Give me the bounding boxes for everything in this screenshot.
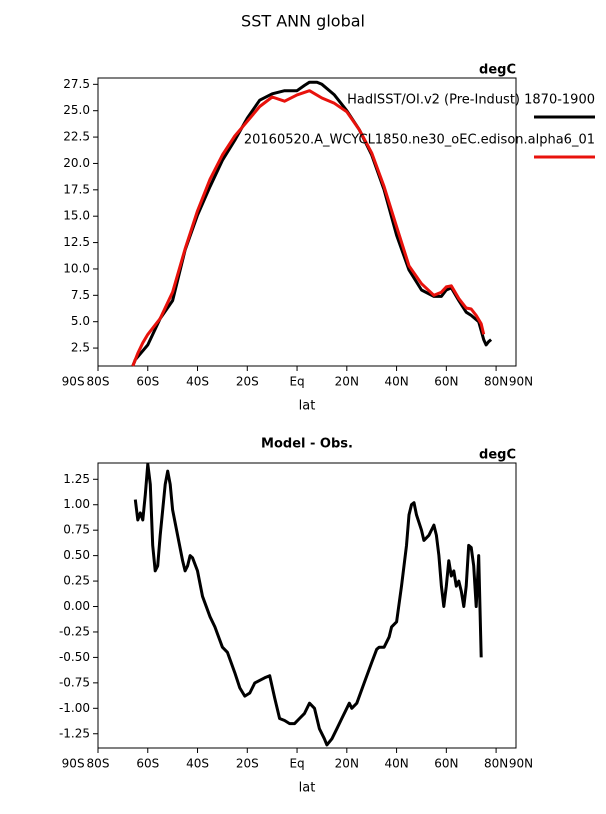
x-tick-label: 40N <box>384 757 408 771</box>
x-tick-label: 20N <box>335 757 359 771</box>
data-line <box>131 89 486 367</box>
plot-frame <box>97 77 517 367</box>
y-tick-label: 0.25 <box>63 574 90 588</box>
y-tick-label: 20.0 <box>63 156 90 170</box>
y-tick-label: 1.00 <box>63 497 90 511</box>
y-tick-label: 0.00 <box>63 599 90 613</box>
y-tick-label: 0.50 <box>63 548 90 562</box>
y-tick-label: 7.5 <box>71 288 90 302</box>
x-axis-label: lat <box>299 781 316 796</box>
x-tick-label: 60N <box>434 375 458 389</box>
x-tick-label: 90S <box>62 757 85 771</box>
y-tick-label: 25.0 <box>63 103 90 117</box>
x-tick-label: 60S <box>136 757 159 771</box>
plot-frame <box>97 462 517 749</box>
x-tick-label: 80N <box>484 757 508 771</box>
y-tick-label: -1.25 <box>59 726 90 740</box>
x-axis-label: lat <box>299 399 316 414</box>
x-tick-label: 40S <box>186 375 209 389</box>
y-tick-label: -0.50 <box>59 650 90 664</box>
units-label: degC <box>479 448 516 463</box>
x-tick-label: 80S <box>87 375 110 389</box>
x-tick-label: 90N <box>509 375 533 389</box>
y-tick-label: -0.75 <box>59 675 90 689</box>
x-tick-label: 80S <box>87 757 110 771</box>
legend-label: 20160520.A_WCYCL1850.ne30_oEC.edison.alp… <box>244 133 595 148</box>
y-tick-label: 27.5 <box>63 77 90 91</box>
y-tick-label: -1.00 <box>59 701 90 715</box>
y-tick-label: 22.5 <box>63 130 90 144</box>
legend-label: HadISST/OI.v2 (Pre-Indust) 1870-1900 <box>347 93 595 108</box>
x-tick-label: 60S <box>136 375 159 389</box>
data-line <box>131 80 493 367</box>
x-tick-label: 40S <box>186 757 209 771</box>
page-title: SST ANN global <box>241 12 365 31</box>
y-tick-label: 15.0 <box>63 209 90 223</box>
x-tick-label: 60N <box>434 757 458 771</box>
x-tick-label: Eq <box>289 757 304 771</box>
x-tick-label: 90S <box>62 375 85 389</box>
y-tick-label: 17.5 <box>63 182 90 196</box>
x-tick-label: 20S <box>236 757 259 771</box>
y-tick-label: 1.25 <box>63 472 90 486</box>
x-tick-label: 90N <box>509 757 533 771</box>
y-tick-label: 12.5 <box>63 235 90 249</box>
y-tick-label: 10.0 <box>63 261 90 275</box>
y-tick-label: -0.25 <box>59 624 90 638</box>
y-tick-label: 0.75 <box>63 523 90 537</box>
data-line <box>133 462 483 747</box>
units-label: degC <box>479 63 516 78</box>
x-tick-label: Eq <box>289 375 304 389</box>
y-tick-label: 5.0 <box>71 314 90 328</box>
x-tick-label: 40N <box>384 375 408 389</box>
x-tick-label: 80N <box>484 375 508 389</box>
y-tick-label: 2.5 <box>71 341 90 355</box>
x-tick-label: 20N <box>335 375 359 389</box>
chart-title: Model - Obs. <box>261 437 353 452</box>
x-tick-label: 20S <box>236 375 259 389</box>
